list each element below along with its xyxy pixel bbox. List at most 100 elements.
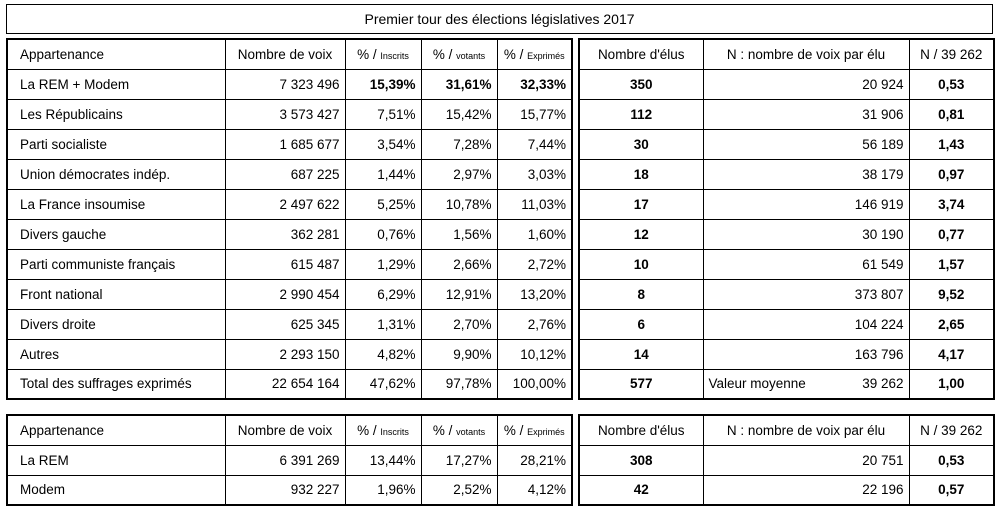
pct-exprimes-cell: 11,03% <box>496 188 573 220</box>
voix-par-elu-value: 30 190 <box>862 226 904 242</box>
voix-par-elu-value: 22 196 <box>862 482 904 498</box>
elus-cell: 42 <box>578 474 704 506</box>
party-name-cell: Divers gauche <box>6 218 226 250</box>
table-row: 112 31 906 0,81 <box>578 98 995 130</box>
col-header-votes: Nombre de voix <box>224 414 346 446</box>
pct-exprimes-cell: 7,44% <box>496 128 573 160</box>
table-row: Divers droite 625 345 1,31% 2,70% 2,76% <box>6 308 573 340</box>
party-name-cell: La REM <box>6 444 226 476</box>
pct-votants-cell: 15,42% <box>420 98 498 130</box>
table-row: 17 146 919 3,74 <box>578 188 995 220</box>
pct-exprimes-cell: 1,60% <box>496 218 573 250</box>
party-name-cell: Union démocrates indép. <box>6 158 226 190</box>
pct-exprimes-cell: 2,76% <box>496 308 573 340</box>
pct-inscrits-cell: 1,96% <box>344 474 422 506</box>
ratio-cell: 0,53 <box>908 68 995 100</box>
pct-inscrits-cell: 15,39% <box>344 68 422 100</box>
elus-cell: 577 <box>578 368 704 400</box>
voix-par-elu-cell: 20 924 <box>702 68 910 100</box>
elus-cell: 14 <box>578 338 704 370</box>
pct-votants-cell: 31,61% <box>420 68 498 100</box>
table-row: 30 56 189 1,43 <box>578 128 995 160</box>
pct-votants-cell: 17,27% <box>420 444 498 476</box>
party-name-cell: La France insoumise <box>6 188 226 220</box>
ratio-cell: 9,52 <box>908 278 995 310</box>
col-header-pct-exprimes: % / Exprimés <box>496 38 573 70</box>
votes-cell: 615 487 <box>224 248 346 280</box>
pct-exprimes-cell: 13,20% <box>496 278 573 310</box>
pct-votants-cell: 2,97% <box>420 158 498 190</box>
pct-inscrits-cell: 0,76% <box>344 218 422 250</box>
elus-cell: 18 <box>578 158 704 190</box>
pct-inscrits-cell: 5,25% <box>344 188 422 220</box>
elus-cell: 12 <box>578 218 704 250</box>
col-header-pct-inscrits: % / Inscrits <box>344 414 422 446</box>
table-row: La REM + Modem 7 323 496 15,39% 31,61% 32,33… <box>6 68 573 100</box>
party-name-cell: Parti socialiste <box>6 128 226 160</box>
pct-exprimes-cell: 15,77% <box>496 98 573 130</box>
table-row: Autres 2 293 150 4,82% 9,90% 10,12% <box>6 338 573 370</box>
votes-cell: 2 293 150 <box>224 338 346 370</box>
table-row: Les Républicains 3 573 427 7,51% 15,42% 15,7… <box>6 98 573 130</box>
table-row: Total des suffrages exprimés 22 654 164 47… <box>6 368 573 400</box>
pct-inscrits-cell: 1,44% <box>344 158 422 190</box>
ratio-cell: 1,57 <box>908 248 995 280</box>
elus-cell: 30 <box>578 128 704 160</box>
pct-inscrits-cell: 6,29% <box>344 278 422 310</box>
breakdown-seats-table: Nombre d'élus N : nombre de voix par élu… <box>578 414 995 506</box>
col-header-ratio: N / 39 262 <box>908 38 995 70</box>
pct-exprimes-cell: 100,00% <box>496 368 573 400</box>
table-row: 577 Valeur moyenne 39 262 1,00 <box>578 368 995 400</box>
elus-cell: 308 <box>578 444 704 476</box>
col-header-pct-votants: % / votants <box>420 414 498 446</box>
pct-votants-cell: 1,56% <box>420 218 498 250</box>
elus-cell: 17 <box>578 188 704 220</box>
pct-exprimes-cell: 32,33% <box>496 68 573 100</box>
pct-inscrits-cell: 1,29% <box>344 248 422 280</box>
pct-exprimes-cell: 3,03% <box>496 158 573 190</box>
col-header-pct-exprimes: % / Exprimés <box>496 414 573 446</box>
party-name-cell: Total des suffrages exprimés <box>6 368 226 400</box>
pct-votants-cell: 10,78% <box>420 188 498 220</box>
votes-cell: 22 654 164 <box>224 368 346 400</box>
pct-votants-cell: 2,52% <box>420 474 498 506</box>
votes-cell: 6 391 269 <box>224 444 346 476</box>
party-name-cell: Front national <box>6 278 226 310</box>
voix-par-elu-value: 61 549 <box>862 256 904 272</box>
voix-par-elu-cell: 146 919 <box>702 188 910 220</box>
col-header-voix-par-elu: N : nombre de voix par élu <box>702 38 910 70</box>
voix-par-elu-value: 104 224 <box>854 316 904 332</box>
table-row: La REM 6 391 269 13,44% 17,27% 28,21% <box>6 444 573 476</box>
ratio-cell: 0,53 <box>908 444 995 476</box>
pct-votants-cell: 97,78% <box>420 368 498 400</box>
breakdown-results-table: Appartenance Nombre de voix % / Inscrits… <box>6 414 573 506</box>
page-title: Premier tour des élections législatives … <box>6 4 993 34</box>
party-name-cell: Modem <box>6 474 226 506</box>
voix-par-elu-cell: 373 807 <box>702 278 910 310</box>
table-row: Front national 2 990 454 6,29% 12,91% 13,20% <box>6 278 573 310</box>
voix-par-elu-value: 163 796 <box>854 346 904 362</box>
col-header-pct-inscrits: % / Inscrits <box>344 38 422 70</box>
party-name-cell: La REM + Modem <box>6 68 226 100</box>
elus-cell: 10 <box>578 248 704 280</box>
voix-par-elu-value: 31 906 <box>862 106 904 122</box>
ratio-cell: 0,57 <box>908 474 995 506</box>
ratio-cell: 1,43 <box>908 128 995 160</box>
pct-inscrits-cell: 3,54% <box>344 128 422 160</box>
pct-inscrits-cell: 47,62% <box>344 368 422 400</box>
voix-par-elu-cell: 20 751 <box>702 444 910 476</box>
pct-votants-cell: 2,70% <box>420 308 498 340</box>
pct-inscrits-cell: 1,31% <box>344 308 422 340</box>
pct-exprimes-cell: 28,21% <box>496 444 573 476</box>
table-row: 18 38 179 0,97 <box>578 158 995 190</box>
col-header-voix-par-elu: N : nombre de voix par élu <box>702 414 910 446</box>
col-header-ratio: N / 39 262 <box>908 414 995 446</box>
voix-par-elu-cell: 38 179 <box>702 158 910 190</box>
pct-inscrits-cell: 13,44% <box>344 444 422 476</box>
table-row: Divers gauche 362 281 0,76% 1,56% 1,60% <box>6 218 573 250</box>
ratio-cell: 0,81 <box>908 98 995 130</box>
voix-par-elu-cell: 30 190 <box>702 218 910 250</box>
col-header-pct-votants: % / votants <box>420 38 498 70</box>
table-row: 308 20 751 0,53 <box>578 444 995 476</box>
voix-par-elu-cell: 56 189 <box>702 128 910 160</box>
